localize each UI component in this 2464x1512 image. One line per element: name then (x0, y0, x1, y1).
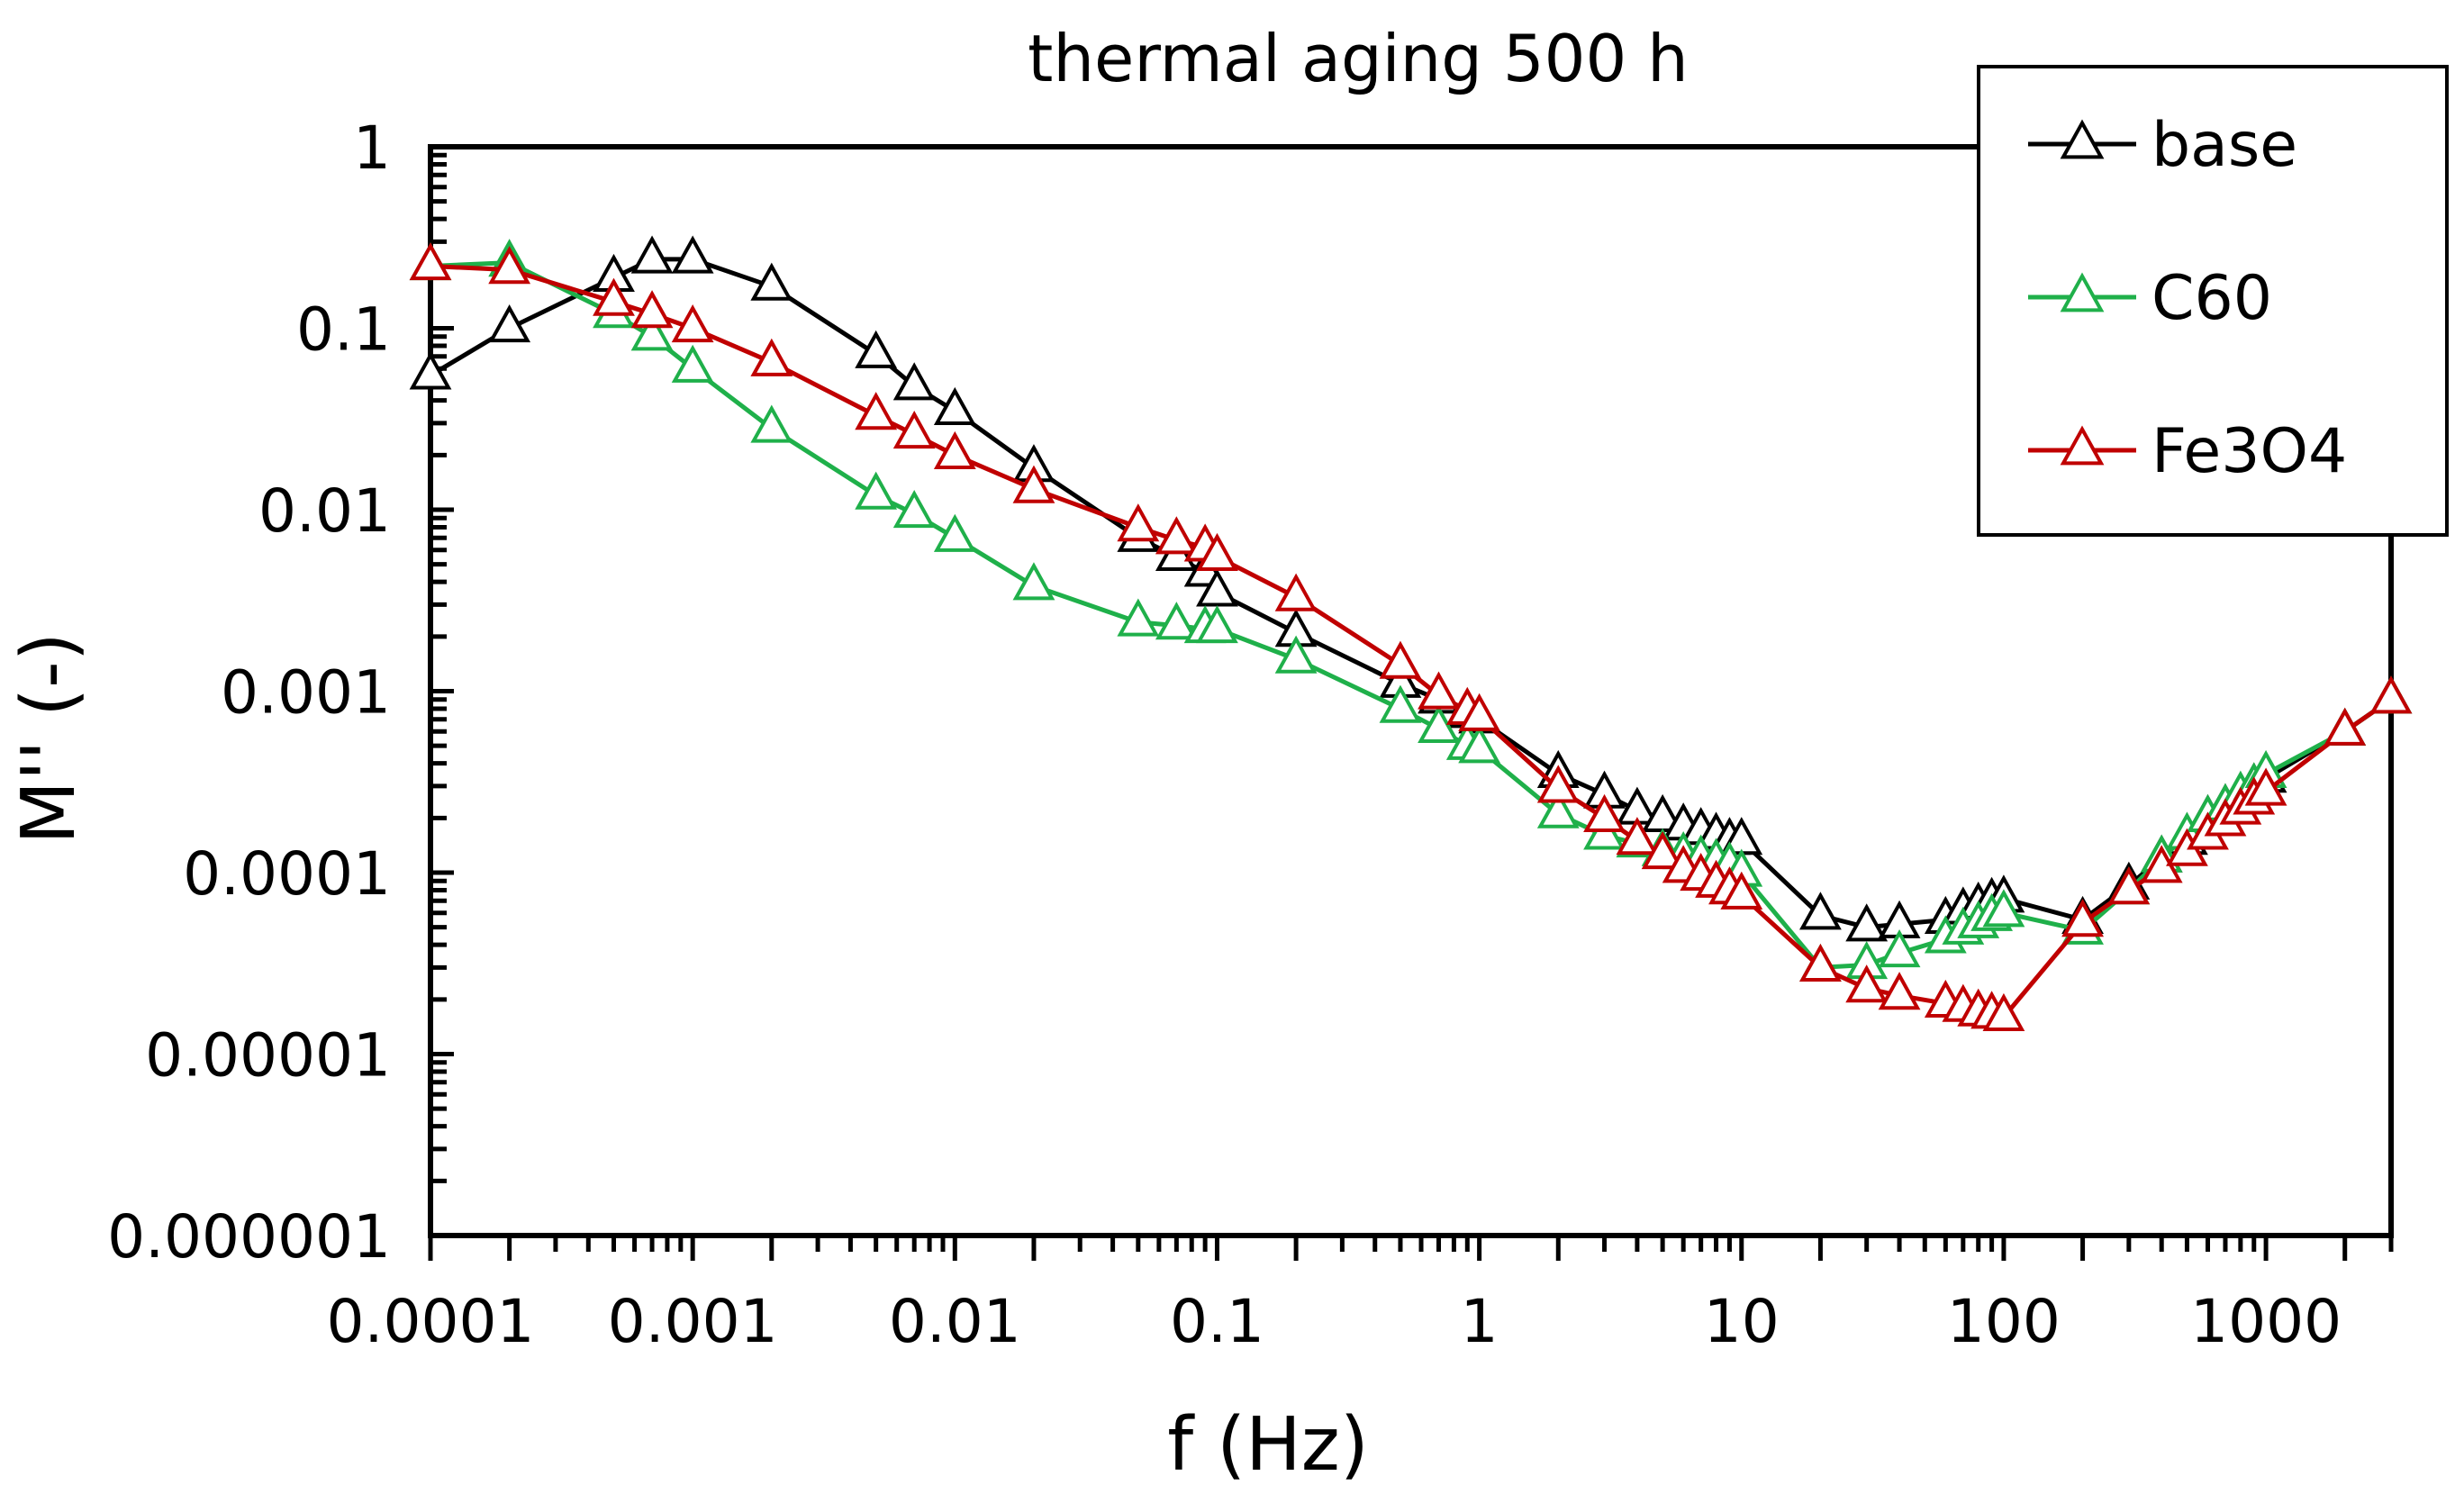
data-point (1274, 573, 1318, 611)
x-tick-label: 10 (1704, 1287, 1780, 1356)
legend-label: base (2151, 110, 2297, 181)
data-point (1117, 503, 1160, 542)
data-point (1799, 892, 1842, 930)
y-tick-label: 0.0001 (183, 839, 391, 909)
y-tick-label: 0.001 (221, 658, 391, 728)
data-point (2061, 899, 2104, 937)
data-point (1878, 972, 1921, 1010)
data-point (1845, 903, 1889, 942)
data-point (933, 430, 976, 470)
x-tick-label: 100 (1947, 1287, 2061, 1356)
legend-item: C60 (2028, 263, 2272, 334)
data-point (1536, 765, 1580, 803)
data-point (750, 404, 793, 443)
data-point (1012, 465, 1055, 503)
data-point (1196, 532, 1238, 571)
legend-label: C60 (2151, 263, 2272, 334)
data-point (488, 304, 531, 343)
legend-marker (2060, 425, 2105, 466)
data-point (1418, 704, 1460, 744)
y-tick-label: 0.01 (258, 476, 391, 546)
data-point (1845, 964, 1889, 1003)
data-point (892, 410, 936, 449)
data-point (1155, 516, 1198, 555)
x-tick-label: 1 (1461, 1287, 1499, 1356)
x-tick-label: 0.1 (1170, 1287, 1264, 1356)
legend-item: Fe3O4 (2028, 416, 2347, 487)
data-point (1274, 635, 1318, 674)
x-axis-label: f (Hz) (1167, 1402, 1369, 1488)
data-point (1982, 889, 2025, 928)
data-point (1799, 943, 1842, 982)
data-point (1418, 671, 1460, 710)
x-tick-label: 1000 (2190, 1287, 2342, 1356)
data-point (593, 277, 635, 316)
data-point (2107, 866, 2151, 905)
data-point (630, 290, 674, 329)
data-point (1379, 684, 1422, 723)
data-point (1982, 992, 2025, 1032)
chart-title: thermal aging 500 h (1028, 21, 1689, 96)
y-axis-label: M'' (-) (6, 632, 92, 844)
data-point (2369, 675, 2413, 714)
y-tick-label: 0.1 (296, 295, 391, 365)
legend-label: Fe3O4 (2151, 416, 2347, 487)
y-tick-label: 0.00001 (145, 1021, 391, 1091)
data-point (488, 246, 531, 285)
data-point (671, 235, 714, 274)
data-point (1117, 598, 1160, 637)
x-tick-label: 0.0001 (327, 1287, 535, 1356)
data-point (2244, 767, 2287, 806)
data-point (1536, 790, 1580, 828)
data-point (1196, 568, 1238, 607)
data-point (1616, 817, 1659, 856)
data-point (630, 312, 674, 351)
legend-marker (2060, 119, 2105, 159)
data-point (409, 351, 452, 390)
data-point (892, 362, 936, 401)
data-point (1458, 725, 1501, 764)
data-point (892, 490, 936, 529)
y-axis: 1 0.1 0.01 0.001 0.0001 0.00001 0.000001 (107, 113, 454, 1272)
series-layer (409, 235, 2413, 1032)
data-point (1196, 605, 1238, 644)
legend-item: base (2028, 110, 2297, 181)
x-axis: 0.0001 0.001 0.01 0.1 1 10 100 1000 (327, 1236, 2394, 1356)
data-point (671, 344, 714, 383)
x-tick-label: 0.01 (889, 1287, 1021, 1356)
data-point (1641, 831, 1684, 870)
data-point (1720, 871, 1763, 910)
data-point (750, 338, 793, 376)
series-fe3o4 (409, 242, 2413, 1032)
data-point (1155, 602, 1198, 640)
data-point (1583, 793, 1626, 833)
y-tick-label: 1 (353, 113, 391, 183)
data-point (1878, 928, 1921, 968)
data-point (933, 513, 976, 552)
legend-marker (2060, 272, 2105, 312)
data-point (1012, 562, 1055, 601)
data-point (671, 304, 714, 343)
x-tick-label: 0.001 (608, 1287, 778, 1356)
data-point (1379, 640, 1422, 679)
data-point (750, 262, 793, 301)
y-tick-label: 0.000001 (107, 1202, 391, 1272)
data-point (933, 386, 976, 426)
legend: base C60 Fe3O4 (1977, 65, 2449, 537)
data-point (630, 235, 674, 274)
data-point (855, 392, 898, 430)
data-point (855, 330, 898, 368)
data-point (2324, 707, 2367, 746)
data-point (855, 471, 898, 510)
data-point (1458, 693, 1501, 731)
data-point (409, 242, 452, 281)
